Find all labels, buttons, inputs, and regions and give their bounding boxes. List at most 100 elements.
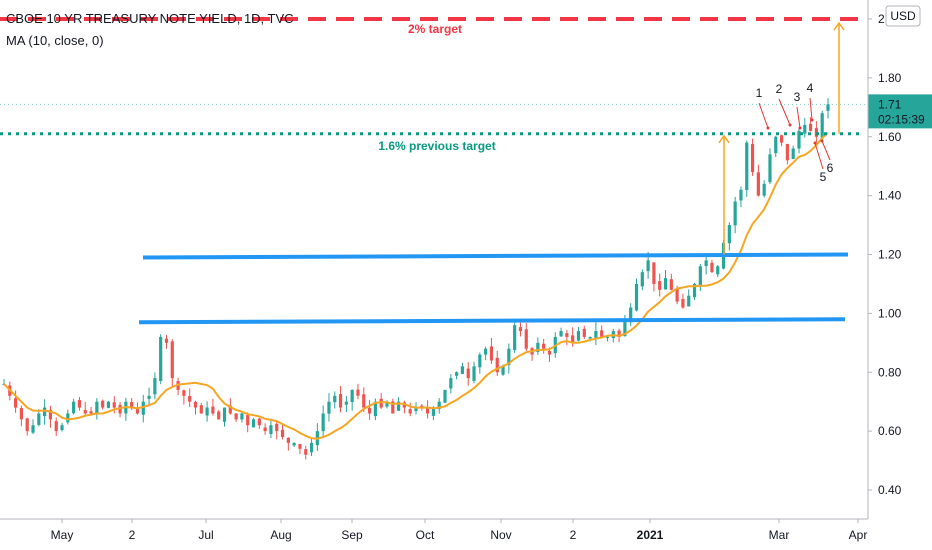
candle-body[interactable] xyxy=(217,411,221,420)
candle-body[interactable] xyxy=(507,348,511,366)
candle-body[interactable] xyxy=(228,405,232,414)
candle-body[interactable] xyxy=(646,260,650,272)
candle-body[interactable] xyxy=(263,427,267,432)
candle-body[interactable] xyxy=(455,372,459,376)
candle-body[interactable] xyxy=(542,343,546,349)
candle-body[interactable] xyxy=(518,327,523,332)
candle-body[interactable] xyxy=(414,407,418,412)
candle-body[interactable] xyxy=(826,104,830,111)
wave-label-1[interactable]: 1 xyxy=(756,86,770,130)
candle-body[interactable] xyxy=(396,401,401,411)
candle-body[interactable] xyxy=(112,402,116,408)
candle-body[interactable] xyxy=(391,401,395,414)
candle-body[interactable] xyxy=(547,350,552,355)
wave-label-3[interactable]: 3 xyxy=(794,90,802,130)
candle-body[interactable] xyxy=(571,335,575,343)
candle-body[interactable] xyxy=(385,401,389,407)
candle-body[interactable] xyxy=(478,354,482,368)
candle-body[interactable] xyxy=(623,319,627,336)
candle-body[interactable] xyxy=(501,366,505,375)
indicator-label[interactable]: MA (10, close, 0) xyxy=(6,33,104,48)
candle-body[interactable] xyxy=(60,425,64,431)
candle-body[interactable] xyxy=(634,283,639,311)
candle-body[interactable] xyxy=(675,289,679,302)
candle-body[interactable] xyxy=(130,401,134,408)
candle-body[interactable] xyxy=(269,425,273,435)
candle-body[interactable] xyxy=(524,329,528,349)
projection-arrow-second[interactable] xyxy=(833,21,845,134)
candle-body[interactable] xyxy=(211,406,215,414)
candle-body[interactable] xyxy=(135,409,140,414)
candle-body[interactable] xyxy=(240,413,244,420)
currency-badge[interactable]: USD xyxy=(885,5,921,27)
candle-body[interactable] xyxy=(797,130,801,149)
candle-body[interactable] xyxy=(373,401,377,417)
candle-body[interactable] xyxy=(791,148,795,159)
candle-body[interactable] xyxy=(727,225,731,244)
candle-body[interactable] xyxy=(159,336,163,381)
candle-body[interactable] xyxy=(495,357,499,373)
candle-body[interactable] xyxy=(350,389,354,403)
candle-body[interactable] xyxy=(640,272,644,287)
wave-label-6[interactable]: 6 xyxy=(820,139,834,176)
candle-body[interactable] xyxy=(437,401,441,410)
candle-body[interactable] xyxy=(286,437,290,443)
candle-body[interactable] xyxy=(431,407,436,416)
candle-body[interactable] xyxy=(576,331,581,341)
candle-body[interactable] xyxy=(344,401,348,405)
candle-body[interactable] xyxy=(298,444,302,449)
candle-body[interactable] xyxy=(716,266,720,275)
candle-body[interactable] xyxy=(101,400,105,408)
candle-body[interactable] xyxy=(658,281,662,290)
candle-body[interactable] xyxy=(582,328,586,337)
candle-body[interactable] xyxy=(698,266,702,287)
wave-label-2[interactable]: 2 xyxy=(776,82,792,127)
candle-body[interactable] xyxy=(785,143,789,161)
candle-body[interactable] xyxy=(251,419,256,428)
candle-body[interactable] xyxy=(408,409,412,414)
candle-body[interactable] xyxy=(663,278,668,290)
candle-body[interactable] xyxy=(327,401,331,414)
candle-body[interactable] xyxy=(762,183,766,196)
candle-body[interactable] xyxy=(333,395,337,403)
candle-body[interactable] xyxy=(449,378,453,389)
upper-channel-line[interactable] xyxy=(142,252,849,260)
candle-body[interactable] xyxy=(280,429,285,438)
symbol-title[interactable]: CBOE 10 YR TREASURY NOTE YIELD, 1D, TVC xyxy=(6,11,294,26)
candle-body[interactable] xyxy=(19,408,24,420)
candle-body[interactable] xyxy=(25,418,29,432)
candle-body[interactable] xyxy=(536,342,540,352)
candle-body[interactable] xyxy=(617,330,621,337)
candle-body[interactable] xyxy=(756,172,760,196)
candle-body[interactable] xyxy=(489,346,494,361)
candle-body[interactable] xyxy=(750,144,755,173)
candle-body[interactable] xyxy=(367,407,372,414)
wave-label-5[interactable]: 5 xyxy=(813,141,827,185)
candle-body[interactable] xyxy=(77,400,82,408)
wave-label-4[interactable]: 4 xyxy=(807,81,814,122)
candle-body[interactable] xyxy=(808,123,813,131)
candle-body[interactable] xyxy=(768,154,772,183)
candle-body[interactable] xyxy=(681,298,685,308)
candle-body[interactable] xyxy=(83,410,87,414)
candle-body[interactable] xyxy=(356,389,360,396)
candle-body[interactable] xyxy=(739,189,743,201)
candle-body[interactable] xyxy=(704,260,708,267)
candle-body[interactable] xyxy=(484,348,488,355)
candle-body[interactable] xyxy=(182,390,186,396)
candle-body[interactable] xyxy=(309,442,314,453)
candle-body[interactable] xyxy=(362,394,366,408)
candle-body[interactable] xyxy=(803,124,807,134)
candle-body[interactable] xyxy=(304,449,308,455)
candle-body[interactable] xyxy=(141,401,145,415)
candle-body[interactable] xyxy=(89,411,93,414)
candle-body[interactable] xyxy=(629,307,633,323)
candle-body[interactable] xyxy=(687,295,691,307)
candle-body[interactable] xyxy=(153,378,157,395)
candle-body[interactable] xyxy=(222,407,227,422)
candle-body[interactable] xyxy=(164,338,169,343)
candle-body[interactable] xyxy=(774,136,778,154)
candle-body[interactable] xyxy=(733,201,737,226)
candle-body[interactable] xyxy=(460,366,465,374)
